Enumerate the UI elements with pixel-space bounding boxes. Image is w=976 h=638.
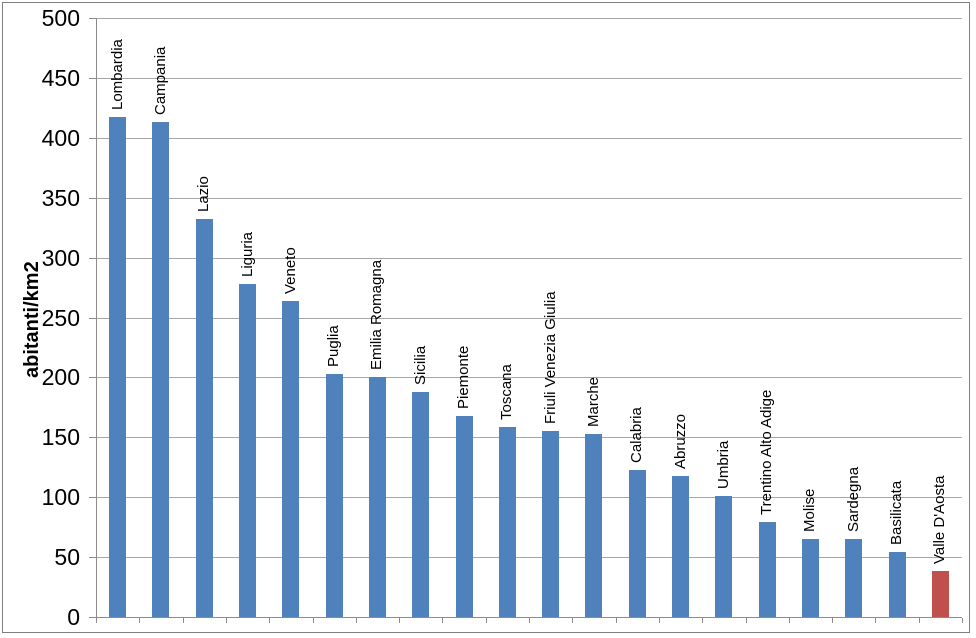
x-tick-1 — [139, 618, 140, 623]
x-tick-20 — [962, 618, 963, 623]
y-tick-label-400: 400 — [41, 125, 80, 151]
bar-label-piemonte: Piemonte — [455, 345, 472, 409]
gridline-450 — [96, 78, 962, 79]
bar-campania — [152, 122, 169, 617]
bar-label-valle-d-aosta: Valle D'Aosta — [931, 475, 948, 564]
y-tick-label-250: 250 — [41, 305, 80, 331]
gridline-250 — [96, 318, 962, 319]
bar-label-trentino-alto-adige: Trentino Alto Adige — [758, 389, 775, 515]
x-tick-9 — [486, 618, 487, 623]
bar-friuli-venezia-giulia — [542, 431, 559, 617]
bar-umbria — [715, 496, 732, 617]
y-tick-500 — [89, 18, 96, 19]
x-tick-11 — [572, 618, 573, 623]
bar-sicilia — [412, 392, 429, 617]
y-tick-label-150: 150 — [41, 424, 80, 450]
bar-label-basilicata: Basilicata — [888, 480, 905, 545]
y-tick-350 — [89, 198, 96, 199]
gridline-150 — [96, 437, 962, 438]
bar-label-emilia-romagna: Emilia Romagna — [368, 259, 385, 370]
bar-basilicata — [889, 552, 906, 617]
bar-label-marche: Marche — [585, 376, 602, 427]
bar-label-calabria: Calabria — [628, 407, 645, 463]
x-tick-17 — [832, 618, 833, 623]
bar-emilia-romagna — [369, 377, 386, 617]
bar-label-friuli-venezia-giulia: Friuli Venezia Giulia — [542, 291, 559, 424]
x-axis-line — [96, 617, 962, 618]
y-tick-label-350: 350 — [41, 185, 80, 211]
x-tick-0 — [96, 618, 97, 623]
x-tick-2 — [183, 618, 184, 623]
gridline-50 — [96, 557, 962, 558]
bar-sardegna — [845, 539, 862, 617]
bar-label-molise: Molise — [801, 488, 818, 532]
bar-trentino-alto-adige — [759, 522, 776, 617]
x-tick-14 — [702, 618, 703, 623]
bar-puglia — [326, 374, 343, 617]
bar-valle-d-aosta — [932, 571, 949, 617]
gridline-500 — [96, 18, 962, 19]
bar-label-lazio: Lazio — [195, 176, 212, 212]
y-tick-400 — [89, 138, 96, 139]
y-tick-label-300: 300 — [41, 245, 80, 271]
bar-molise — [802, 539, 819, 617]
bar-veneto — [282, 301, 299, 617]
x-tick-12 — [616, 618, 617, 623]
x-tick-5 — [313, 618, 314, 623]
bar-abruzzo — [672, 476, 689, 617]
bar-toscana — [499, 427, 516, 617]
y-tick-300 — [89, 258, 96, 259]
x-tick-13 — [659, 618, 660, 623]
y-tick-200 — [89, 377, 96, 378]
bar-label-abruzzo: Abruzzo — [672, 413, 689, 469]
bar-label-liguria: Liguria — [239, 231, 256, 277]
y-tick-0 — [89, 617, 96, 618]
bar-calabria — [629, 470, 646, 617]
bar-lombardia — [109, 117, 126, 617]
y-tick-label-200: 200 — [41, 364, 80, 390]
x-tick-16 — [789, 618, 790, 623]
bar-lazio — [196, 219, 213, 617]
y-axis-line — [96, 18, 97, 618]
x-tick-10 — [529, 618, 530, 623]
x-tick-19 — [919, 618, 920, 623]
bar-liguria — [239, 284, 256, 617]
bar-label-campania: Campania — [152, 46, 169, 115]
x-tick-15 — [746, 618, 747, 623]
bar-piemonte — [456, 416, 473, 617]
y-tick-label-450: 450 — [41, 65, 80, 91]
y-tick-50 — [89, 557, 96, 558]
bar-label-lombardia: Lombardia — [109, 39, 126, 110]
y-tick-250 — [89, 318, 96, 319]
y-tick-label-100: 100 — [41, 484, 80, 510]
bar-label-puglia: Puglia — [325, 325, 342, 367]
gridline-350 — [96, 198, 962, 199]
bar-label-veneto: Veneto — [282, 247, 299, 294]
bar-label-umbria: Umbria — [715, 440, 732, 489]
x-tick-7 — [399, 618, 400, 623]
x-tick-8 — [442, 618, 443, 623]
y-tick-label-50: 50 — [54, 544, 80, 570]
gridline-100 — [96, 497, 962, 498]
x-tick-6 — [356, 618, 357, 623]
y-tick-label-500: 500 — [41, 5, 80, 31]
gridline-300 — [96, 258, 962, 259]
x-tick-4 — [269, 618, 270, 623]
bar-label-sardegna: Sardegna — [845, 466, 862, 532]
y-tick-150 — [89, 437, 96, 438]
x-tick-18 — [875, 618, 876, 623]
y-tick-100 — [89, 497, 96, 498]
gridline-200 — [96, 377, 962, 378]
bar-marche — [585, 434, 602, 617]
y-tick-label-0: 0 — [67, 604, 80, 630]
bar-label-sicilia: Sicilia — [412, 345, 429, 385]
gridline-400 — [96, 138, 962, 139]
x-tick-3 — [226, 618, 227, 623]
y-tick-450 — [89, 78, 96, 79]
bar-label-toscana: Toscana — [498, 364, 515, 420]
